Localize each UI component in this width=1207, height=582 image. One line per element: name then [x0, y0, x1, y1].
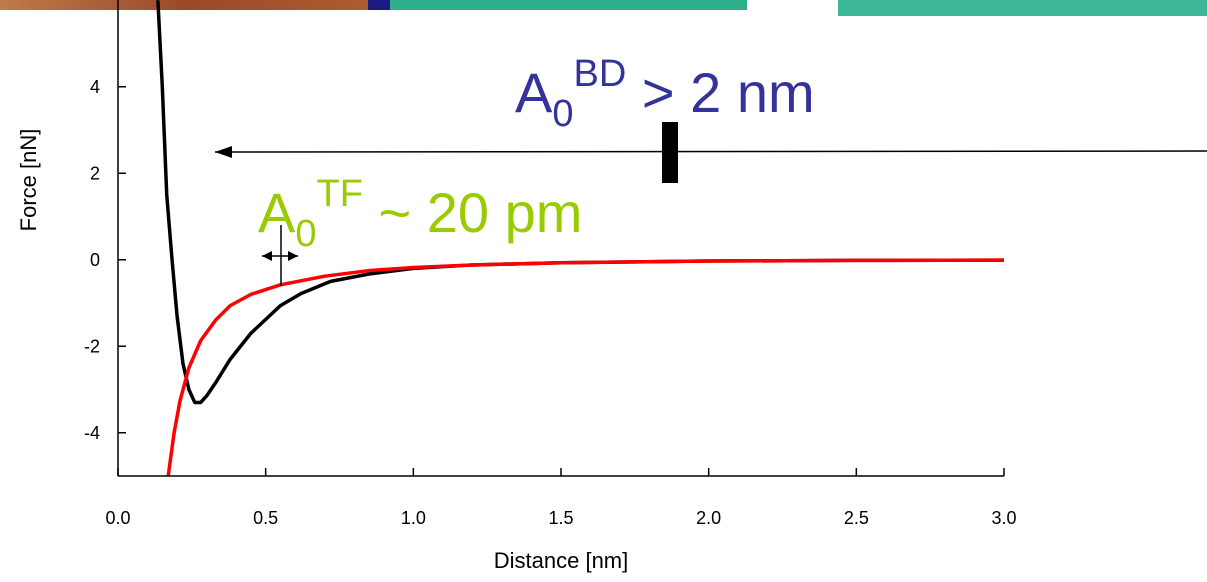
- arrow: [214, 150, 1207, 153]
- y-tick-label: 4: [90, 77, 100, 97]
- x-tick-label: 1.5: [548, 508, 573, 528]
- annotation-sup: TF: [317, 173, 363, 215]
- photo-strip: [838, 0, 1207, 16]
- x-tick-label: 2.5: [844, 508, 869, 528]
- y-tick-label: -4: [84, 423, 100, 443]
- y-tick-label: 2: [90, 163, 100, 183]
- x-tick-label: 2.0: [696, 508, 721, 528]
- annotation-sup: BD: [574, 53, 627, 95]
- annotation-sub: 0: [552, 93, 573, 135]
- annotation: A0TF ~ 20 pm: [258, 173, 582, 255]
- x-tick-label: 0.5: [253, 508, 278, 528]
- annotation-text: > 2 nm: [626, 61, 814, 124]
- annotation: A0BD > 2 nm: [515, 53, 815, 135]
- x-tick-label: 0.0: [105, 508, 130, 528]
- y-axis-label: Force [nN]: [16, 129, 41, 232]
- x-tick-label: 3.0: [991, 508, 1016, 528]
- photo-strip: [368, 0, 390, 10]
- annotation-text: A: [515, 61, 553, 124]
- arrow-head: [215, 146, 232, 158]
- x-tick-label: 1.0: [401, 508, 426, 528]
- annotation-sub: 0: [295, 213, 316, 255]
- photo-strip: [0, 0, 370, 10]
- y-tick-label: -2: [84, 336, 100, 356]
- marker: [662, 122, 678, 183]
- series-line: [166, 258, 1004, 476]
- photo-strip: [390, 0, 747, 10]
- y-tick-label: 0: [90, 250, 100, 270]
- arrow-head: [262, 251, 298, 261]
- annotation-text: ~ 20 pm: [363, 181, 582, 244]
- annotation-text: A: [258, 181, 296, 244]
- x-axis-label: Distance [nm]: [494, 548, 629, 573]
